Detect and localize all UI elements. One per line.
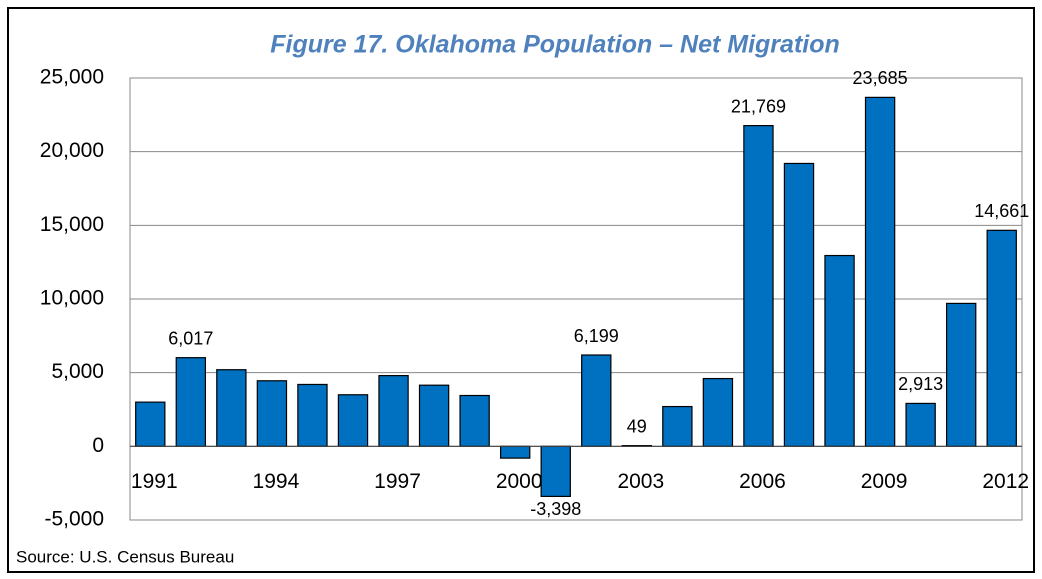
bar: [378, 375, 409, 447]
bar: [297, 383, 328, 447]
data-label: 23,685: [853, 68, 908, 88]
x-tick-label: 1991: [131, 470, 178, 493]
y-tick-label: 20,000: [40, 139, 104, 162]
x-tick-label: 2003: [617, 470, 664, 493]
source-note: Source: U.S. Census Bureau: [16, 547, 234, 566]
bar: [743, 125, 774, 447]
x-tick-label: 1994: [253, 470, 300, 493]
y-tick-label: 15,000: [40, 213, 104, 236]
data-label: 21,769: [731, 96, 786, 116]
data-label: 6,017: [168, 328, 213, 348]
data-label: 14,661: [974, 201, 1029, 221]
chart-title: Figure 17. Oklahoma Population – Net Mig…: [270, 31, 840, 59]
y-tick-label: 0: [92, 434, 104, 457]
bar: [216, 369, 247, 447]
data-label: 49: [627, 416, 647, 436]
bar: [905, 402, 936, 447]
chart-frame: [7, 7, 1035, 573]
x-tick-label: 1997: [374, 470, 421, 493]
y-tick-label: 10,000: [40, 287, 104, 310]
x-tick-label: 2012: [982, 470, 1029, 493]
bar: [986, 229, 1017, 447]
x-tick-label: 2006: [739, 470, 786, 493]
data-label: 6,199: [574, 326, 619, 346]
y-tick-label: 5,000: [51, 360, 104, 383]
y-tick-label: 25,000: [40, 66, 104, 89]
bar: [499, 445, 531, 459]
bar: [824, 254, 855, 447]
bar: [783, 162, 815, 447]
y-tick-label: -5,000: [44, 508, 104, 531]
data-label: 2,913: [898, 374, 943, 394]
bar: [135, 401, 166, 447]
bar: [581, 354, 612, 447]
data-label: -3,398: [530, 499, 581, 519]
x-tick-label: 2009: [861, 470, 908, 493]
x-tick-label: 2000: [496, 470, 543, 493]
bar: [337, 394, 369, 447]
bar: [418, 384, 450, 447]
bar: [540, 445, 571, 497]
bar: [459, 394, 490, 447]
bar: [256, 380, 288, 447]
bar: [662, 405, 693, 447]
bar: [864, 96, 896, 447]
bar: [945, 302, 977, 447]
bar: [702, 377, 734, 447]
bar: [175, 357, 207, 447]
